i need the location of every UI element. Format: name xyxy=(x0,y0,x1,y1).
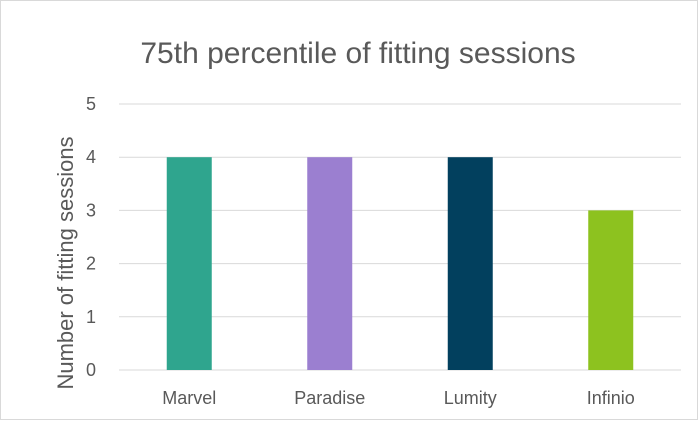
bar-lumity xyxy=(447,157,493,370)
y-tick-label: 1 xyxy=(86,307,96,327)
y-tick-label: 4 xyxy=(86,147,96,167)
chart-title: 75th percentile of fitting sessions xyxy=(140,37,575,70)
x-category-label: Infinio xyxy=(587,388,635,408)
gridlines xyxy=(119,103,681,371)
y-tick-label: 5 xyxy=(86,94,96,114)
bar-paradise xyxy=(307,157,353,370)
y-tick-label: 3 xyxy=(86,200,96,220)
x-category-label: Marvel xyxy=(162,388,216,408)
bar-marvel xyxy=(166,157,212,370)
y-tick-label: 0 xyxy=(86,360,96,380)
y-tick-label: 2 xyxy=(86,254,96,274)
x-category-label: Lumity xyxy=(444,388,497,408)
y-tick-labels: 0 1 2 3 4 5 xyxy=(86,94,96,380)
bars xyxy=(166,157,634,370)
x-category-labels: Marvel Paradise Lumity Infinio xyxy=(162,388,635,408)
bar-infinio xyxy=(588,210,634,370)
x-category-label: Paradise xyxy=(294,388,365,408)
y-axis-label: Number of fitting sessions xyxy=(53,136,78,389)
